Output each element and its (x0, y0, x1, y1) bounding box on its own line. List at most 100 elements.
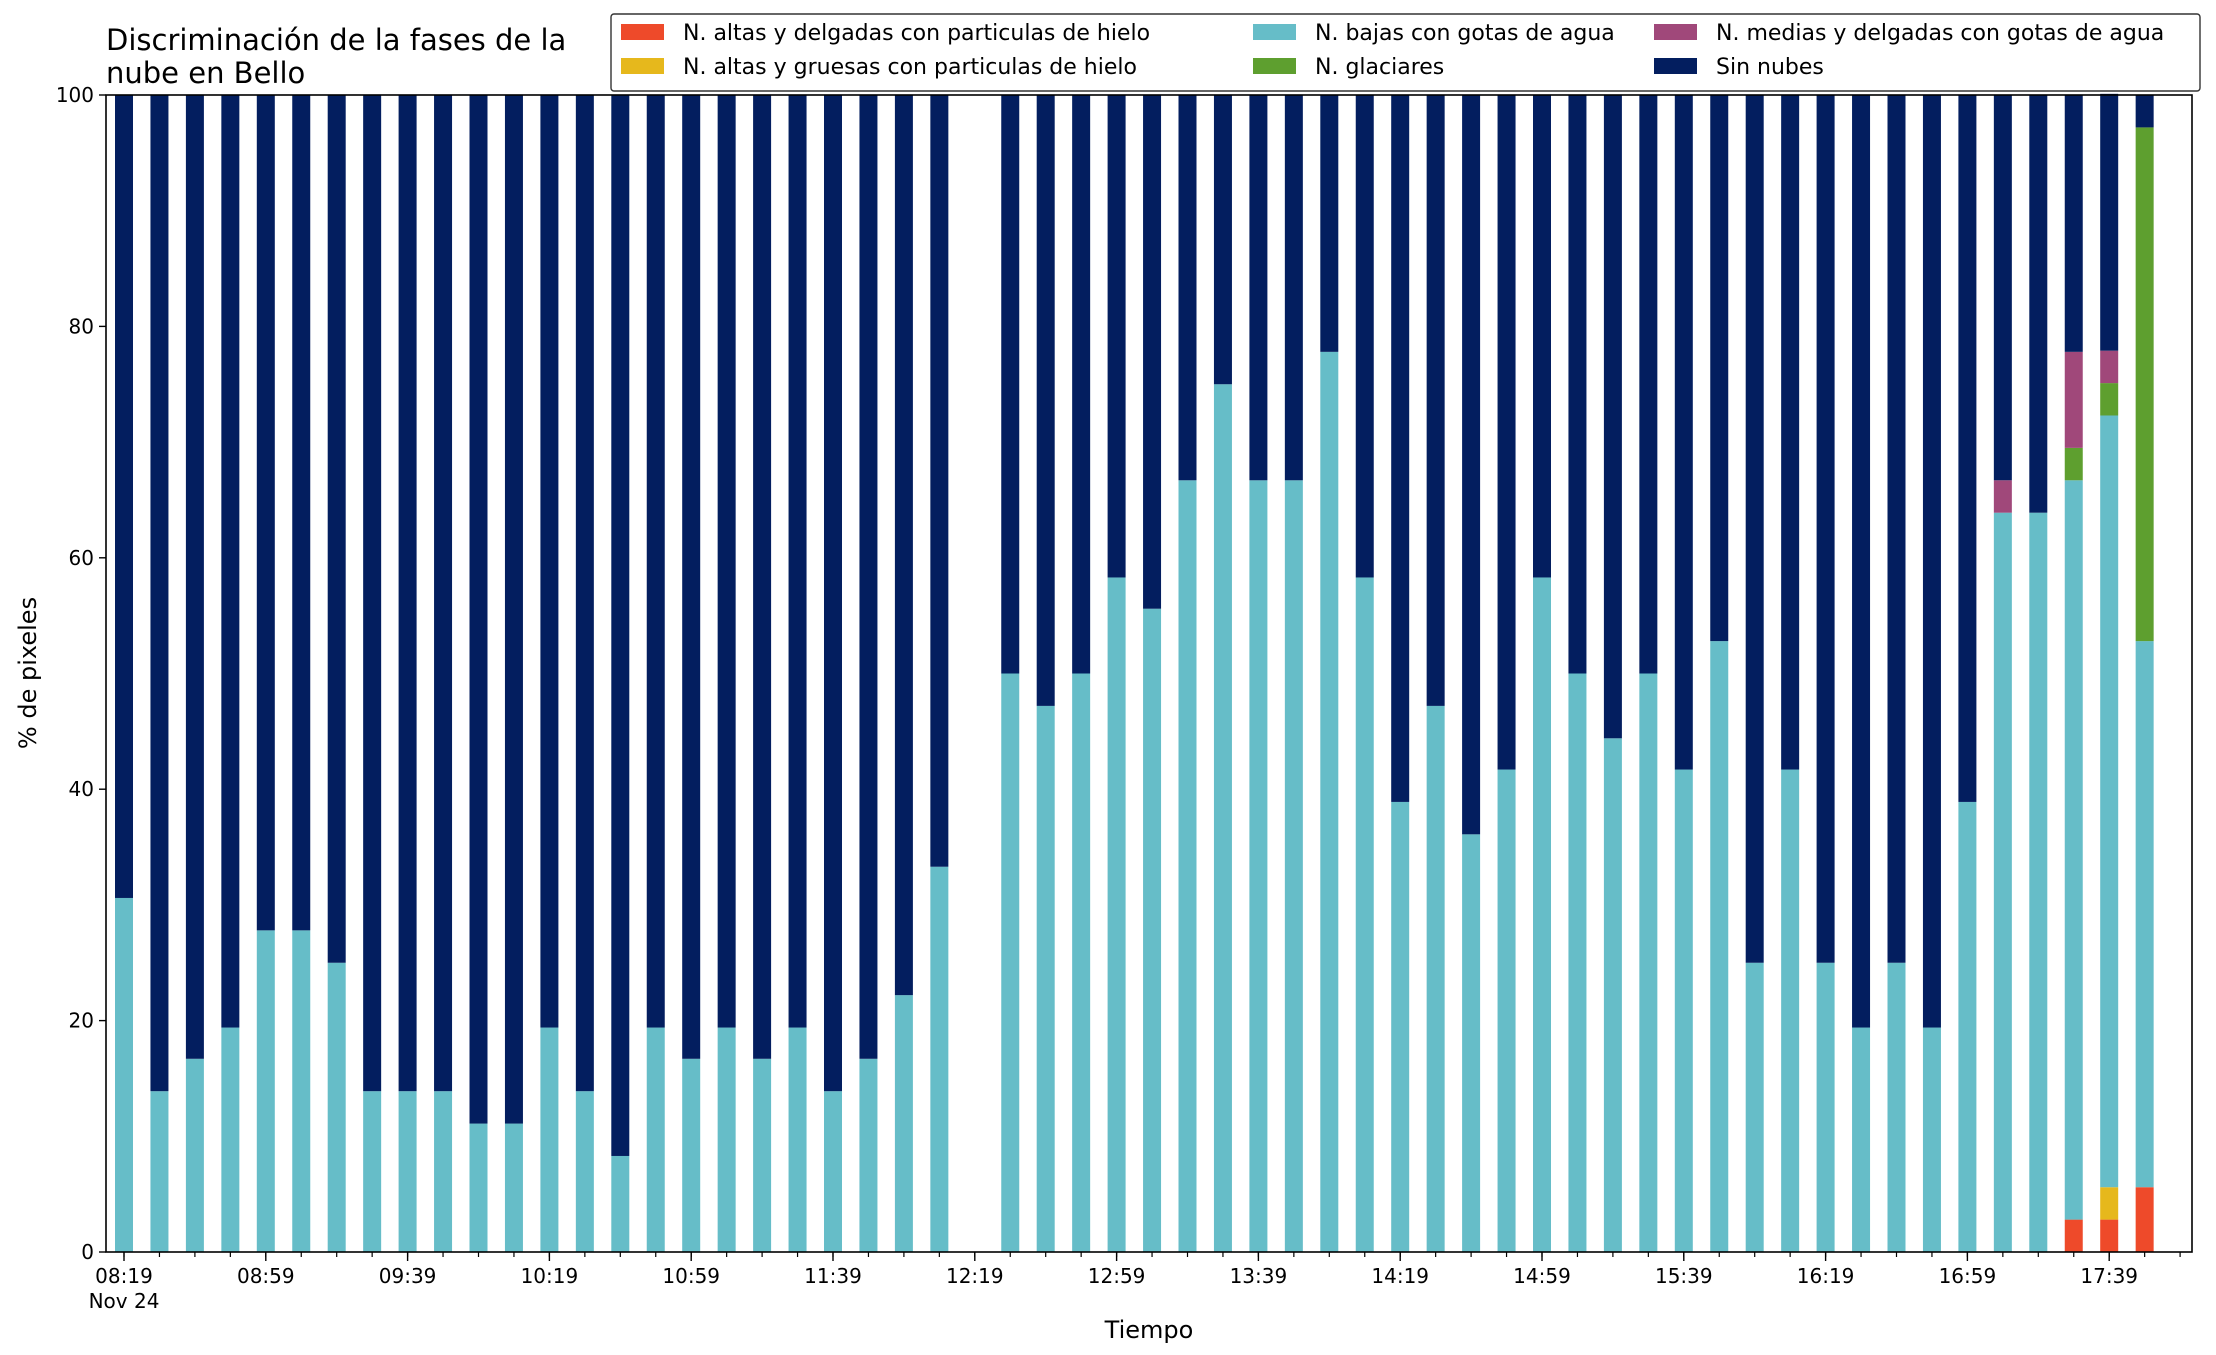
bar-segment (1462, 95, 1481, 835)
bar-segment (1781, 769, 1800, 1252)
y-tick-label: 100 (56, 83, 94, 107)
x-tick-label: 12:19 (946, 1264, 1004, 1288)
x-tick-label: 15:39 (1655, 1264, 1713, 1288)
bar-segment (894, 95, 913, 996)
bar-segment (2100, 383, 2119, 416)
x-date-label: Nov 24 (89, 1289, 160, 1313)
bar-segment (2100, 1219, 2119, 1252)
bar-segment (1816, 95, 1835, 963)
bar-segment (1213, 95, 1232, 385)
x-axis: 08:19 08:59 09:39 10:19 10:59 11:39 12:19 12:59… (89, 1252, 2181, 1313)
bar-segment (1036, 95, 1055, 706)
bar-segment (504, 1123, 523, 1252)
bar-segment (1320, 95, 1339, 352)
bar-segment (1426, 95, 1445, 706)
bar-segment (1143, 95, 1162, 609)
legend-label: N. altas y gruesas con particulas de hie… (683, 55, 1137, 80)
bar-segment (2064, 1219, 2083, 1252)
bar-segment (1284, 480, 1303, 1252)
y-axis: 0 20 40 60 80 100 (56, 83, 106, 1264)
plot-frame (105, 94, 2193, 1253)
bar-segment (540, 95, 559, 1028)
bar-segment (1781, 95, 1800, 770)
bar-segment (1887, 95, 1906, 963)
bar-segment (327, 95, 346, 963)
bar-segment (1072, 95, 1091, 674)
bar-segment (1674, 769, 1693, 1252)
bar-segment (469, 1123, 488, 1252)
legend-label: N. medias y delgadas con gotas de agua (1716, 21, 2164, 46)
bar-segment (1922, 95, 1941, 1028)
bar-segment (1391, 95, 1410, 802)
bar-segment (1284, 95, 1303, 481)
x-tick-label: 16:59 (1939, 1264, 1997, 1288)
x-tick-label: 17:39 (2080, 1264, 2138, 1288)
bar-segment (1497, 95, 1516, 770)
bar-segment (1922, 1027, 1941, 1252)
bar-segment (2135, 127, 2154, 642)
bar-segment (1462, 834, 1481, 1252)
bar-segment (398, 1091, 417, 1252)
legend-swatch (1654, 58, 1697, 74)
bar-segment (1745, 962, 1764, 1252)
bar-segment (1958, 95, 1977, 802)
bar-segment (1249, 95, 1268, 481)
bar-segment (646, 95, 665, 1028)
x-tick-label: 14:59 (1513, 1264, 1571, 1288)
bar-segment (185, 95, 204, 1059)
bar-segment (930, 95, 949, 867)
bar-segment (1320, 351, 1339, 1253)
bar-segment (2064, 351, 2083, 448)
bar-segment (1178, 480, 1197, 1252)
bar-segment (150, 95, 169, 1092)
legend-label: Sin nubes (1716, 55, 1824, 80)
x-tick-label: 13:39 (1230, 1264, 1288, 1288)
bar-segment (1001, 95, 1020, 674)
bar-segment (1816, 962, 1835, 1252)
bar-segment (363, 1091, 382, 1252)
bar-segment (717, 1027, 736, 1252)
bar-segment (115, 897, 133, 1252)
bar-segment (575, 1091, 594, 1252)
bar-segment (1568, 673, 1587, 1252)
bar-segment (434, 1091, 453, 1252)
legend-swatch (1253, 58, 1296, 74)
bar-segment (504, 95, 523, 1124)
bar-segment (363, 95, 382, 1092)
x-tick-label: 09:39 (379, 1264, 437, 1288)
bar-segment (2029, 512, 2048, 1252)
legend-label: N. bajas con gotas de agua (1315, 21, 1615, 46)
y-tick-label: 60 (69, 546, 94, 570)
bar-segment (2064, 480, 2083, 1220)
bar-segment (292, 95, 311, 931)
bar-segment (1710, 95, 1729, 642)
x-tick-label: 16:19 (1797, 1264, 1855, 1288)
bar-segment (611, 95, 630, 1156)
bar-segment (1213, 384, 1232, 1252)
bar-segment (753, 95, 772, 1059)
bar-segment (1568, 95, 1587, 674)
bar-segment (2135, 95, 2154, 128)
bar-segment (2029, 95, 2048, 513)
bar-segment (1639, 673, 1658, 1252)
bar-segment (859, 95, 878, 1059)
x-tick-label: 10:19 (521, 1264, 579, 1288)
bar-segment (1355, 95, 1374, 578)
legend-swatch (1654, 24, 1697, 40)
bar-segment (1391, 801, 1410, 1252)
legend-swatch (1253, 24, 1296, 40)
bar-segment (611, 1155, 630, 1252)
bar-segment (646, 1027, 665, 1252)
bar-segment (398, 95, 417, 1092)
y-tick-label: 0 (81, 1240, 94, 1264)
bar-segment (185, 1058, 204, 1252)
bar-segment (1533, 95, 1551, 578)
bar-segment (327, 962, 346, 1252)
bar-segment (788, 1027, 807, 1252)
bar-segment (1001, 673, 1020, 1252)
bar-segment (1958, 801, 1977, 1252)
bar-segment (753, 1058, 772, 1252)
bar-segment (1426, 705, 1445, 1252)
bar-segment (1603, 95, 1622, 739)
bar-segment (824, 95, 842, 1092)
